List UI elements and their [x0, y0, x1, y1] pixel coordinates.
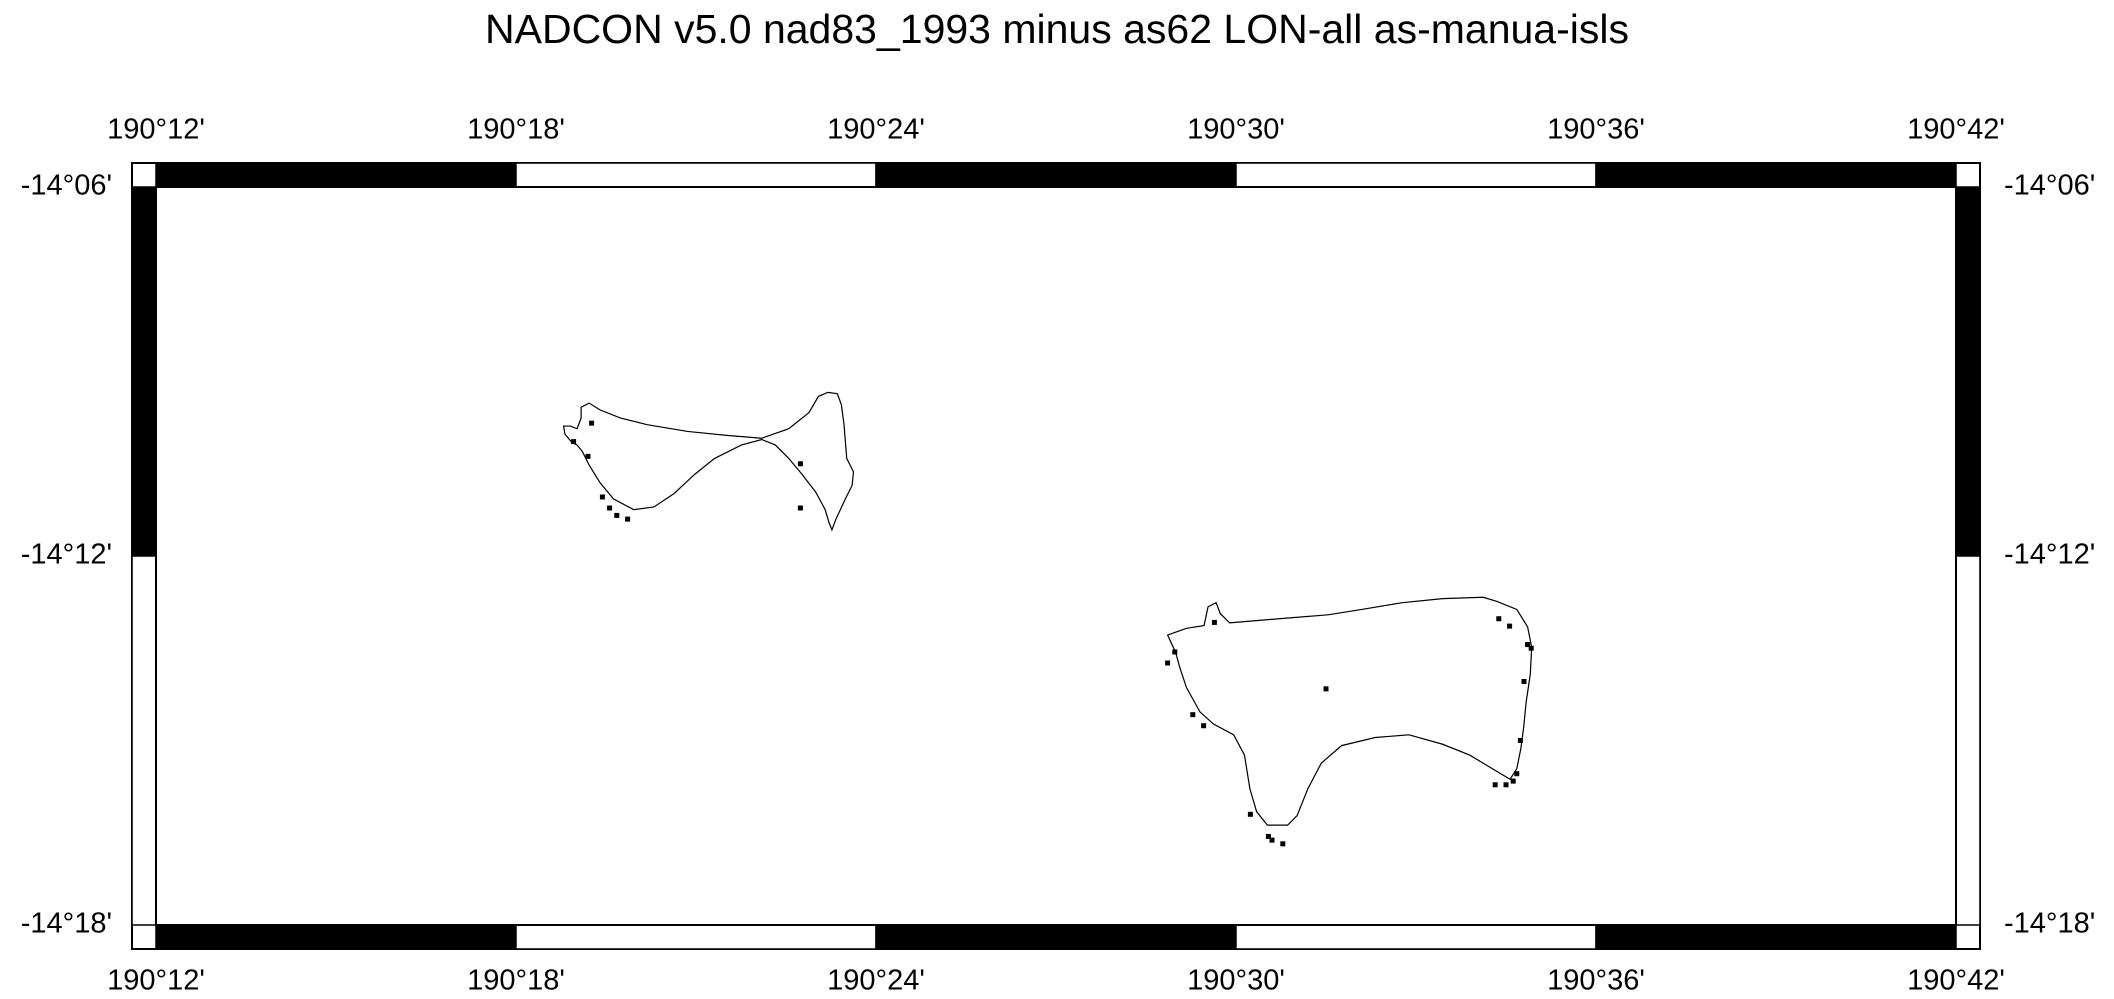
station-point [1507, 623, 1513, 629]
x-tick-label-top: 190°24' [827, 114, 925, 146]
x-tick-label-bottom: 190°36' [1547, 965, 1645, 997]
x-tick-label-top: 190°42' [1907, 114, 2005, 146]
station-point [1514, 771, 1520, 777]
x-tick-label-bottom: 190°42' [1907, 965, 2005, 997]
x-tick-label-bottom: 190°24' [827, 965, 925, 997]
x-band-bottom [515, 924, 877, 950]
station-point [1496, 616, 1502, 622]
x-tick-label-top: 190°12' [107, 114, 205, 146]
station-point [1269, 837, 1275, 843]
y-tick-label-right: -14°12' [2004, 539, 2095, 571]
station-point [1510, 778, 1516, 784]
station-point [1323, 686, 1329, 692]
x-tick-label-bottom: 190°12' [107, 965, 205, 997]
points [571, 420, 1534, 847]
station-point [1528, 645, 1534, 651]
station-point [1190, 712, 1196, 718]
station-point [614, 512, 620, 518]
tick-labels: 190°12' 190°12' 190°18' 190°18' 190°24' 190°2… [21, 114, 2096, 997]
x-tick-label-top: 190°18' [467, 114, 565, 146]
station-point [1280, 841, 1286, 847]
station-point [1492, 782, 1498, 788]
y-tick-label-left: -14°12' [21, 539, 112, 571]
x-band-top [515, 162, 877, 188]
coastline-west-island [562, 391, 855, 532]
x-band-top [1235, 162, 1597, 188]
y-tick-label-left: -14°06' [21, 170, 112, 202]
x-tick-label-top: 190°30' [1187, 114, 1285, 146]
station-point [797, 461, 803, 467]
x-tick-label-top: 190°36' [1547, 114, 1645, 146]
y-tick-label-left: -14°18' [21, 908, 112, 940]
station-point [607, 505, 613, 511]
station-point [1517, 738, 1523, 743]
station-point [1172, 649, 1178, 655]
x-band-bottom [875, 924, 1237, 950]
station-point [797, 505, 803, 511]
station-point [1503, 782, 1509, 788]
x-band-top [875, 162, 1237, 188]
x-tick-label-bottom: 190°30' [1187, 965, 1285, 997]
x-band-bottom [1595, 924, 1957, 950]
x-band-bottom [155, 924, 517, 950]
x-band-top [1595, 162, 1957, 188]
map-area [155, 186, 1957, 926]
x-tick-label-bottom: 190°18' [467, 965, 565, 997]
station-point [1211, 619, 1217, 625]
station-point [1201, 723, 1207, 729]
station-point [1525, 642, 1531, 648]
y-band-right [1955, 186, 1981, 557]
y-band-left [131, 555, 157, 926]
y-band-right [1955, 555, 1981, 926]
station-point [599, 494, 605, 500]
y-tick-label-right: -14°18' [2004, 908, 2095, 940]
station-point [1247, 811, 1253, 817]
station-point [571, 439, 577, 445]
y-tick-label-right: -14°06' [2004, 170, 2095, 202]
x-band-top [155, 162, 517, 188]
map-title: NADCON v5.0 nad83_1993 minus as62 LON-al… [485, 6, 1629, 52]
station-point [585, 453, 591, 459]
station-point [1521, 678, 1527, 684]
x-band-bottom [1235, 924, 1597, 950]
coastlines [562, 391, 1533, 826]
station-point [1165, 660, 1171, 666]
station-point [625, 516, 631, 522]
station-point [589, 420, 595, 426]
coastline-east-island [1166, 596, 1533, 826]
station-point [1265, 833, 1271, 839]
y-band-left [131, 186, 157, 557]
